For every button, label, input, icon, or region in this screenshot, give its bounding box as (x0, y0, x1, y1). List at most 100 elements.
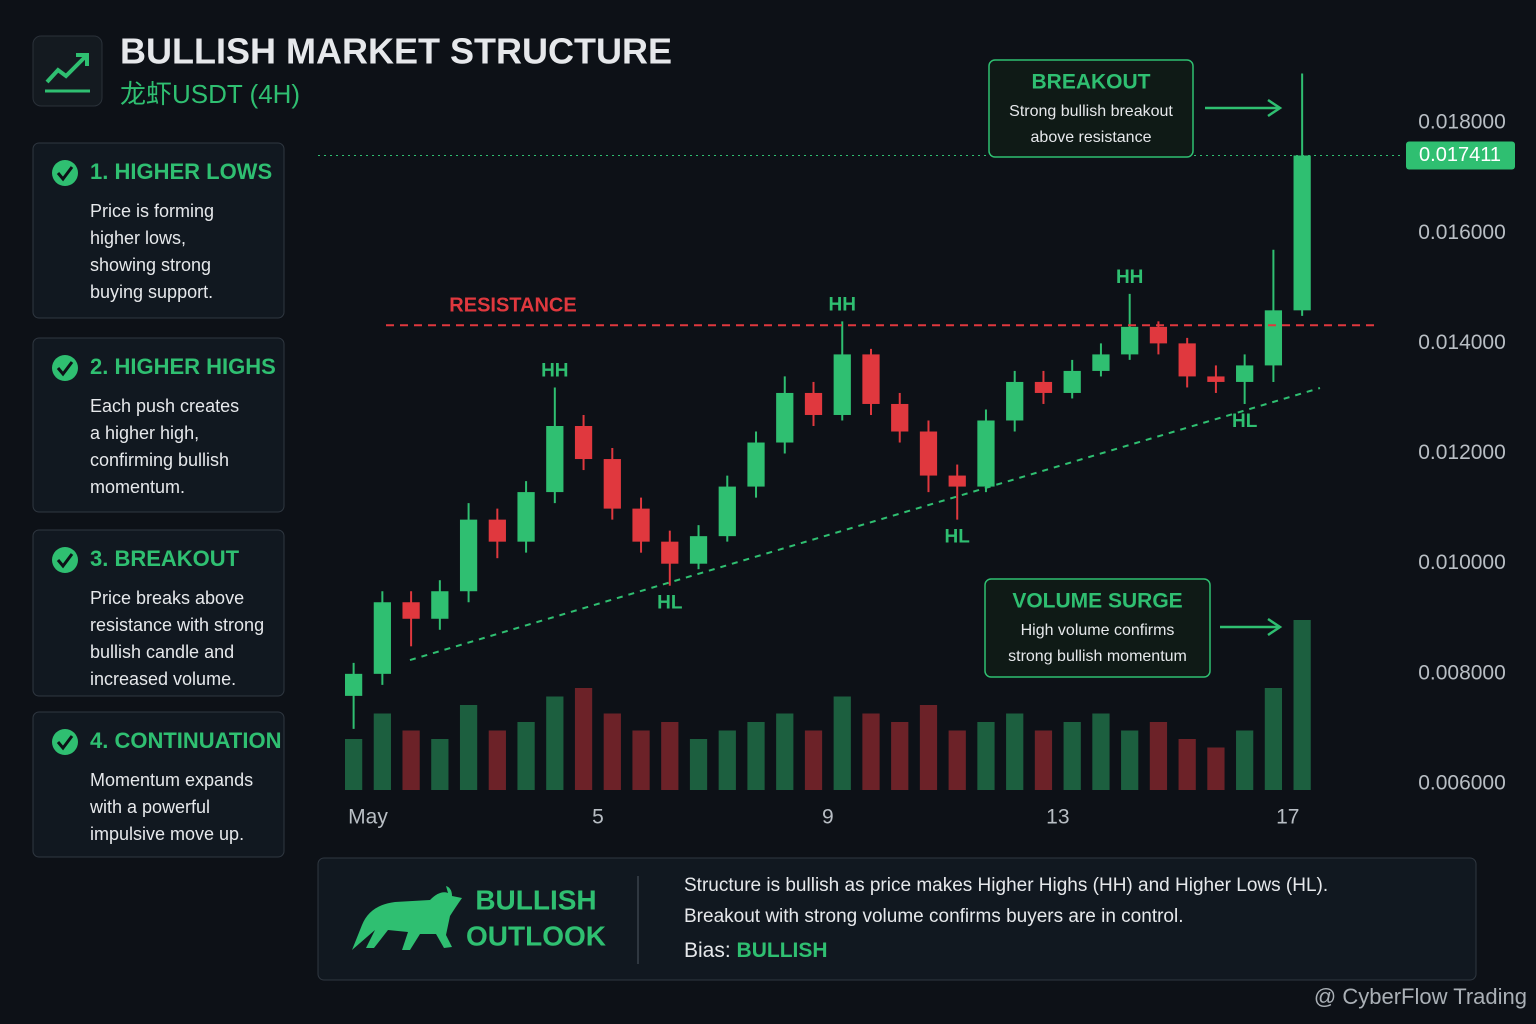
volume-bar (1236, 730, 1254, 790)
volume-bar (517, 722, 535, 790)
candle-body (603, 459, 621, 509)
y-tick-label: 0.014000 (1418, 331, 1506, 354)
callout-title: VOLUME SURGE (1012, 590, 1182, 613)
step-text: resistance with strong (90, 615, 264, 635)
candle-body (1207, 376, 1225, 382)
step-card (32, 337, 285, 513)
volume-bar (632, 730, 650, 790)
x-tick-label: 13 (1046, 806, 1069, 829)
volume-bar (948, 730, 966, 790)
candle-body (1121, 326, 1139, 355)
check-mark (56, 361, 74, 377)
volume-bar (431, 739, 449, 790)
candle-body (1149, 326, 1168, 344)
subtitle: 龙虾USDT (4H) (120, 79, 300, 109)
candle-body (1034, 381, 1053, 393)
candle-body (373, 602, 391, 674)
x-tick-label: 5 (592, 806, 604, 829)
candle-body (1264, 310, 1283, 366)
watermark: @ CyberFlow Trading (1314, 984, 1527, 1009)
candle-body (1178, 343, 1196, 377)
callout-text: above resistance (1031, 129, 1152, 146)
candle-body (488, 519, 506, 542)
step-text: Each push creates (90, 396, 239, 416)
pivot-label: HH (541, 360, 568, 381)
volume-bar (574, 688, 593, 790)
callout-text: High volume confirms (1021, 622, 1175, 639)
volume-bar (1092, 713, 1110, 790)
last-price-box (1406, 141, 1515, 170)
step-card (32, 711, 285, 858)
step-title: 2. HIGHER HIGHS (90, 354, 276, 379)
candle-body (776, 392, 794, 443)
candle-body (804, 392, 823, 415)
check-mark (56, 166, 74, 182)
candle-body (344, 673, 363, 696)
callout-arrowhead (1267, 617, 1283, 637)
outlook-title: BULLISH (475, 884, 596, 915)
candle-body (747, 442, 765, 487)
volume-bar (919, 705, 938, 790)
y-tick-label: 0.018000 (1418, 111, 1506, 134)
candle-body (1006, 381, 1024, 421)
outlook-text: Structure is bullish as price makes High… (684, 875, 1328, 896)
step-text: Price breaks above (90, 588, 244, 608)
step-text: impulsive move up. (90, 824, 244, 844)
step-text: a higher high, (90, 423, 199, 443)
candle-body (546, 426, 564, 493)
candle-body (977, 420, 995, 487)
pivot-label: HL (657, 593, 683, 614)
candle-body (1063, 370, 1081, 393)
volume-bar (661, 722, 679, 790)
volume-bar (1006, 713, 1024, 790)
candle-body (718, 486, 736, 537)
bull-icon (352, 886, 462, 950)
volume-bar (891, 722, 909, 790)
x-tick-label: May (348, 806, 388, 829)
candle-body (1293, 155, 1311, 311)
chart: 0.006000 0.008000 0.010000 0.012000 0.014000… (318, 59, 1515, 829)
check-icon (52, 729, 78, 755)
last-price-label: 0.017411 (1419, 144, 1501, 166)
check-icon (52, 160, 78, 186)
candle-body (402, 602, 420, 619)
title: BULLISH MARKET STRUCTURE (120, 31, 672, 72)
candle-body (517, 492, 535, 542)
step-title: 4. CONTINUATION (90, 728, 281, 753)
resistance-label: RESISTANCE (449, 294, 576, 316)
candle-body (891, 403, 909, 432)
candle-body (948, 475, 966, 487)
y-tick-label: 0.010000 (1418, 551, 1506, 574)
volume-bar (1121, 730, 1139, 790)
outlook-text: Breakout with strong volume confirms buy… (684, 906, 1184, 927)
step-title: 3. BREAKOUT (90, 546, 240, 571)
volume-bar (804, 730, 823, 790)
volume-bar (776, 713, 794, 790)
volume-bar (833, 696, 851, 790)
volume-bar (1063, 722, 1081, 790)
candle-body (1236, 365, 1254, 382)
steps: 1. HIGHER LOWS Price is forming higher low… (32, 142, 285, 858)
volume-bar (373, 713, 391, 790)
pivot-label: HL (1232, 411, 1258, 432)
step-title: 1. HIGHER LOWS (90, 159, 272, 184)
step-text: confirming bullish (90, 450, 229, 470)
step-text: with a powerful (89, 797, 210, 817)
x-tick-label: 9 (822, 806, 834, 829)
y-tick-label: 0.012000 (1418, 441, 1506, 464)
volume-bar (1207, 747, 1225, 790)
volume-bar (459, 705, 478, 790)
candle-body (574, 426, 593, 460)
volume-bar (1264, 688, 1283, 790)
check-icon (52, 355, 78, 381)
volume-bar (977, 722, 995, 790)
volume-bar (344, 739, 363, 790)
trendline (409, 387, 1321, 662)
bias-label: Bias: (684, 939, 731, 962)
y-tick-label: 0.008000 (1418, 661, 1506, 684)
volume-bar (488, 730, 506, 790)
candle-body (431, 591, 449, 619)
candle-body (833, 354, 851, 415)
callout-text: strong bullish momentum (1008, 648, 1187, 665)
